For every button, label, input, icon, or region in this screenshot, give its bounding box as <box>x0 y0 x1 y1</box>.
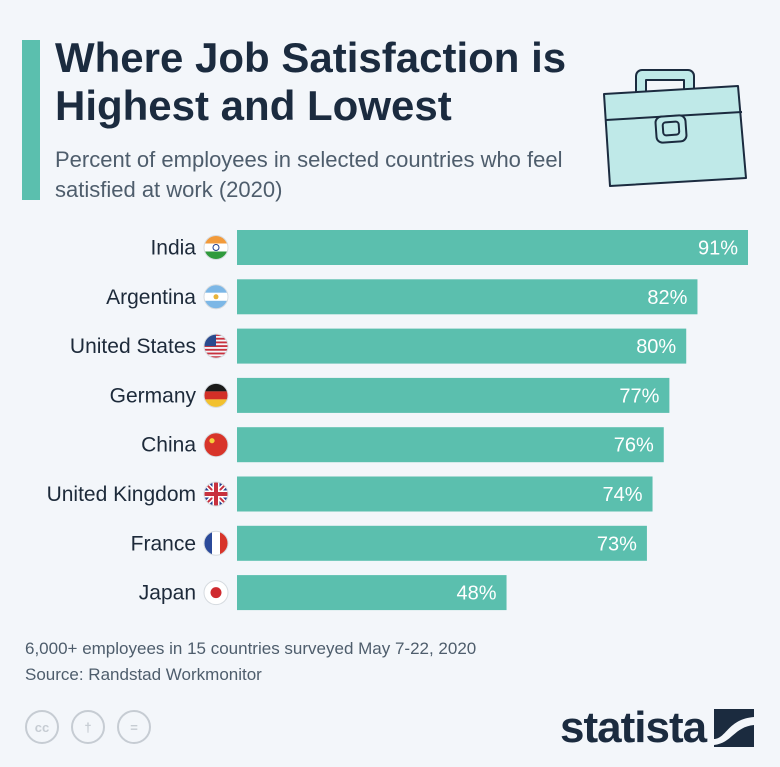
category-label: Japan <box>139 582 196 605</box>
nd-icon[interactable]: = <box>117 710 151 744</box>
category-label: Germany <box>110 384 197 407</box>
united-kingdom-flag-icon <box>203 481 229 507</box>
briefcase-icon <box>603 69 747 187</box>
data-label: 48% <box>457 583 497 605</box>
bar-chart: India 91% Argentina 82% United States 80% Germ… <box>47 230 748 611</box>
argentina-flag-icon <box>203 284 229 310</box>
data-label: 77% <box>619 385 659 407</box>
bar <box>237 525 647 561</box>
title-accent-bar <box>22 40 40 200</box>
brand-name: statista <box>560 703 707 752</box>
bar <box>237 230 748 265</box>
france-flag-icon <box>203 530 229 556</box>
japan-flag-icon <box>203 580 229 606</box>
chart-subtitle: Percent of employees in selected countri… <box>55 147 563 202</box>
data-label: 80% <box>636 336 676 358</box>
footnote: 6,000+ employees in 15 countries surveye… <box>25 636 476 688</box>
category-label: United Kingdom <box>47 483 196 506</box>
chart-title: Where Job Satisfaction is Highest and Lo… <box>55 34 567 129</box>
bar <box>237 575 507 611</box>
data-label: 74% <box>603 484 643 506</box>
bar <box>237 279 698 315</box>
bar <box>237 427 664 463</box>
bar <box>237 377 670 413</box>
data-label: 91% <box>698 238 738 260</box>
data-label: 76% <box>614 435 654 457</box>
united-states-flag-icon <box>203 333 229 359</box>
bar <box>237 328 687 364</box>
category-label: France <box>131 532 196 555</box>
category-label: India <box>150 237 196 260</box>
germany-flag-icon <box>203 382 229 408</box>
category-label: United States <box>70 335 196 358</box>
data-label: 82% <box>647 287 687 309</box>
source-note: Source: Randstad Workmonitor <box>25 665 262 684</box>
survey-note: 6,000+ employees in 15 countries surveye… <box>25 639 477 658</box>
india-flag-icon <box>203 235 229 260</box>
license-icons: cc † = <box>25 710 151 744</box>
cc-icon[interactable]: cc <box>25 710 59 744</box>
china-flag-icon <box>203 432 229 458</box>
category-label: Argentina <box>106 286 196 309</box>
category-label: China <box>141 434 196 457</box>
statista-mark-icon <box>714 709 755 747</box>
by-icon[interactable]: † <box>71 710 105 744</box>
bar <box>237 476 653 512</box>
data-label: 73% <box>597 533 637 555</box>
statista-logo[interactable]: statista <box>560 703 755 752</box>
